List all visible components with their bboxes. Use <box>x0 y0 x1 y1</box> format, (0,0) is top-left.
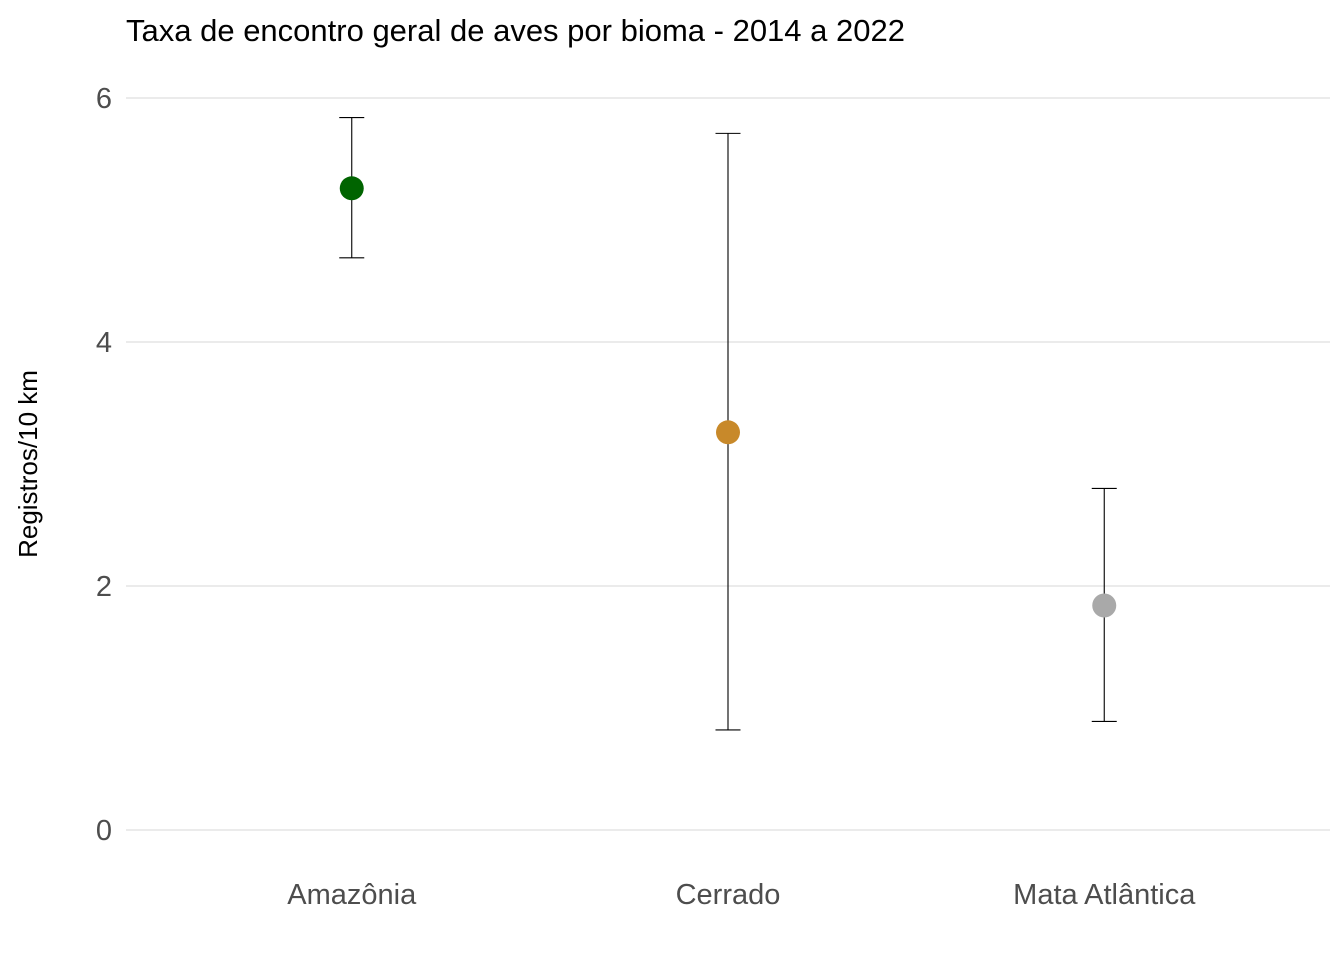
x-tick-label: Amazônia <box>287 879 417 911</box>
y-tick-label: 4 <box>96 327 112 359</box>
x-tick-label: Cerrado <box>676 879 781 911</box>
chart-title: Taxa de encontro geral de aves por bioma… <box>126 13 905 48</box>
data-point <box>716 420 740 445</box>
y-tick-label: 6 <box>96 83 112 115</box>
y-tick-label: 0 <box>96 815 112 847</box>
data-point <box>1092 593 1117 618</box>
y-axis-ticks: 0 2 4 6 <box>96 83 112 847</box>
x-tick-label: Mata Atlântica <box>1013 879 1196 911</box>
y-axis-label: Registros/10 km <box>13 370 43 558</box>
x-axis-ticks: Amazônia Cerrado Mata Atlântica <box>287 879 1196 911</box>
data-points <box>339 176 1117 618</box>
y-tick-label: 2 <box>96 571 112 603</box>
data-point <box>339 176 364 201</box>
